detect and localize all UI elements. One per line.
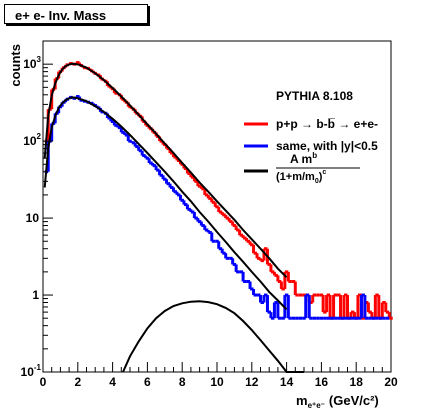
y-axis-label: counts	[8, 44, 23, 87]
y-tick-label: 10-1	[21, 363, 42, 379]
legend-label-blue: same, with |y|<0.5	[276, 139, 378, 153]
legend: PYTHIA 8.108 p+p → b-b̅ → e+e- same, wit…	[244, 89, 378, 185]
y-tick-label: 10	[26, 211, 40, 225]
y-tick-label: 102	[23, 132, 41, 148]
legend-fit-den: (1+m/m	[276, 171, 315, 183]
x-tick-label: 16	[315, 375, 329, 389]
legend-fit-den-sup: c	[322, 169, 326, 176]
x-tick-label: 12	[245, 375, 259, 389]
title-box: e+ e- Inv. Mass	[4, 4, 148, 24]
legend-label-fit-numerator: A mb	[290, 151, 317, 166]
x-tick-label: 14	[280, 375, 294, 389]
legend-fit-num-sup: b	[312, 151, 317, 160]
legend-fit-num: A m	[290, 152, 312, 166]
x-axis-label-main: m	[296, 393, 308, 408]
x-tick-label: 4	[109, 375, 116, 389]
fit-curve-4	[122, 300, 304, 373]
x-tick-label: 0	[40, 375, 47, 389]
x-tick-label: 2	[74, 375, 81, 389]
legend-header: PYTHIA 8.108	[276, 89, 353, 103]
axis-layer: 0 2 4 6 8 10 12 14 16 18 20 10-1 1 10 102 103	[21, 40, 398, 389]
legend-fit-den-sub: 0	[315, 178, 319, 185]
legend-label-red: p+p → b-b̅ → e+e-	[276, 117, 378, 131]
x-axis-label-sub: e⁺e⁻	[308, 401, 325, 410]
chart-title: e+ e- Inv. Mass	[15, 8, 107, 23]
y-tick-label: 1	[32, 288, 39, 302]
x-axis-label-unit: (GeV/c²)	[329, 393, 379, 408]
legend-label-fit-denominator: (1+m/m0)c	[276, 169, 326, 185]
legend-fit-den-end: )	[319, 171, 323, 183]
fit-curve-3	[43, 96, 288, 311]
fit-curve-2	[43, 62, 288, 279]
x-tick-label: 8	[179, 375, 186, 389]
x-tick-label: 6	[144, 375, 151, 389]
x-tick-label: 10	[210, 375, 224, 389]
x-tick-label: 20	[384, 375, 398, 389]
series-layer	[43, 61, 393, 373]
x-tick-label: 18	[350, 375, 364, 389]
x-axis-label: me⁺e⁻ (GeV/c²)	[296, 393, 379, 410]
y-tick-label: 103	[23, 55, 41, 71]
